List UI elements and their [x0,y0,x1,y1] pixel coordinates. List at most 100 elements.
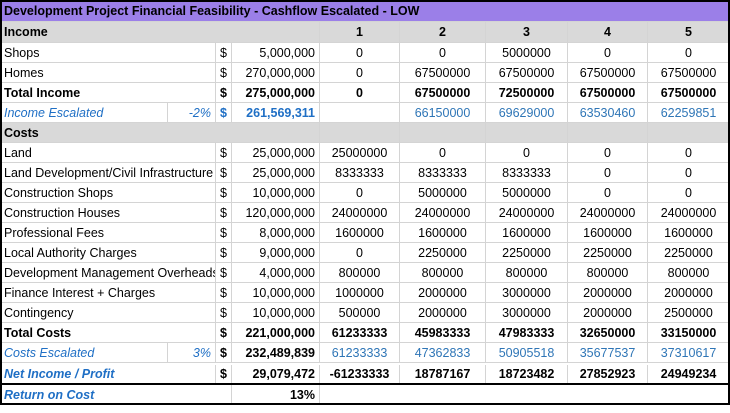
period-cell[interactable]: 2000000 [400,303,486,322]
total-cell[interactable]: 29,079,472 [232,365,320,383]
period-cell[interactable]: 1600000 [400,223,486,242]
period-cell[interactable]: 800000 [648,263,730,282]
blank-cell[interactable] [400,123,486,142]
return-value[interactable]: 13% [232,385,320,404]
period-cell[interactable]: 47362833 [400,343,486,362]
period-cell[interactable]: 33150000 [648,323,730,342]
period-cell[interactable]: 24000000 [400,203,486,222]
period-cell[interactable]: 0 [648,143,730,162]
period-cell[interactable]: 0 [400,143,486,162]
currency-cell[interactable]: $ [216,343,232,362]
row-label[interactable]: Construction Shops [0,183,216,202]
period-cell[interactable]: 8333333 [320,163,400,182]
blank-cell[interactable] [320,123,400,142]
period-cell[interactable]: 0 [648,163,730,182]
total-cell[interactable]: 232,489,839 [232,343,320,362]
period-cell[interactable]: 61233333 [320,343,400,362]
row-label[interactable]: Contingency [0,303,216,322]
period-cell[interactable]: 0 [320,63,400,82]
period-cell[interactable]: 2000000 [400,283,486,302]
period-cell[interactable]: 2250000 [648,243,730,262]
period-header[interactable]: 5 [648,22,730,42]
period-cell[interactable]: 2000000 [648,283,730,302]
period-cell[interactable]: 18787167 [400,365,486,383]
period-cell[interactable]: 67500000 [568,83,648,102]
currency-cell[interactable]: $ [216,163,232,182]
total-cell[interactable]: 10,000,000 [232,303,320,322]
row-label[interactable]: Homes [0,63,216,82]
blank-cell[interactable] [568,123,648,142]
period-cell[interactable]: 3000000 [486,283,568,302]
row-label[interactable]: Total Income [0,83,216,102]
period-cell[interactable]: 2250000 [568,243,648,262]
total-cell[interactable]: 25,000,000 [232,163,320,182]
period-cell[interactable]: 25000000 [320,143,400,162]
period-cell[interactable]: 67500000 [568,63,648,82]
period-cell[interactable]: 1600000 [486,223,568,242]
total-cell[interactable]: 120,000,000 [232,203,320,222]
period-cell[interactable]: 2000000 [568,303,648,322]
period-cell[interactable]: 8333333 [400,163,486,182]
period-cell[interactable]: 0 [648,43,730,62]
period-cell[interactable]: 1600000 [648,223,730,242]
currency-cell[interactable]: $ [216,223,232,242]
period-cell[interactable]: 24949234 [648,365,730,383]
period-cell[interactable]: 3000000 [486,303,568,322]
period-cell[interactable]: 2250000 [486,243,568,262]
period-cell[interactable]: 2500000 [648,303,730,322]
period-cell[interactable]: 62259851 [648,103,730,122]
period-cell[interactable]: 1600000 [320,223,400,242]
period-cell[interactable]: 0 [400,43,486,62]
period-cell[interactable]: 800000 [486,263,568,282]
period-cell[interactable]: 32650000 [568,323,648,342]
total-cell[interactable]: 4,000,000 [232,263,320,282]
period-cell[interactable]: 63530460 [568,103,648,122]
period-cell[interactable]: 0 [320,183,400,202]
period-cell[interactable]: 0 [486,143,568,162]
period-cell[interactable]: 67500000 [648,83,730,102]
total-cell[interactable]: 9,000,000 [232,243,320,262]
total-cell[interactable]: 5,000,000 [232,43,320,62]
period-cell[interactable]: 69629000 [486,103,568,122]
period-header[interactable]: 1 [320,22,400,42]
period-cell[interactable]: 0 [320,43,400,62]
currency-cell[interactable]: $ [216,243,232,262]
total-cell[interactable]: 275,000,000 [232,83,320,102]
period-cell[interactable]: 0 [568,163,648,182]
row-label[interactable]: Shops [0,43,216,62]
period-header[interactable]: 3 [486,22,568,42]
period-cell[interactable]: 1000000 [320,283,400,302]
row-label[interactable]: Construction Houses [0,203,216,222]
period-cell[interactable]: 24000000 [568,203,648,222]
period-cell[interactable]: 35677537 [568,343,648,362]
currency-cell[interactable]: $ [216,183,232,202]
period-cell[interactable]: 0 [568,143,648,162]
currency-cell[interactable]: $ [216,63,232,82]
currency-cell[interactable]: $ [216,43,232,62]
period-cell[interactable]: 24000000 [648,203,730,222]
period-cell[interactable]: 800000 [568,263,648,282]
period-cell[interactable]: -61233333 [320,365,400,383]
row-label[interactable]: Costs Escalated [0,343,168,362]
rate-cell[interactable]: -2% [168,103,216,122]
total-cell[interactable]: 221,000,000 [232,323,320,342]
total-cell[interactable]: 25,000,000 [232,143,320,162]
row-label[interactable]: Income Escalated [0,103,168,122]
period-cell[interactable]: 18723482 [486,365,568,383]
period-cell[interactable]: 67500000 [400,63,486,82]
period-header[interactable]: 2 [400,22,486,42]
row-label[interactable]: Return on Cost [0,385,232,404]
row-label[interactable]: Total Costs [0,323,216,342]
row-label[interactable]: Development Management Overheads [0,263,216,282]
currency-cell[interactable]: $ [216,365,232,383]
period-cell[interactable]: 5000000 [486,183,568,202]
period-cell[interactable]: 72500000 [486,83,568,102]
blank-cell[interactable] [486,123,568,142]
period-cell[interactable]: 37310617 [648,343,730,362]
total-cell[interactable]: 270,000,000 [232,63,320,82]
currency-cell[interactable]: $ [216,263,232,282]
currency-cell[interactable]: $ [216,143,232,162]
sheet-title[interactable]: Development Project Financial Feasibilit… [4,3,420,18]
row-label[interactable]: Net Income / Profit [0,365,216,383]
period-cell[interactable]: 67500000 [400,83,486,102]
